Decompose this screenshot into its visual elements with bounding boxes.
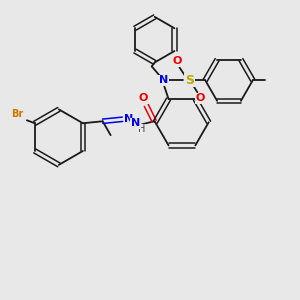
Text: O: O (173, 56, 182, 66)
Text: O: O (139, 94, 148, 103)
Text: H: H (138, 124, 145, 134)
Text: N: N (131, 118, 140, 128)
Text: S: S (185, 74, 194, 87)
Text: Br: Br (11, 109, 23, 119)
Text: O: O (196, 93, 205, 103)
Text: N: N (159, 75, 168, 85)
Text: N: N (124, 114, 134, 124)
